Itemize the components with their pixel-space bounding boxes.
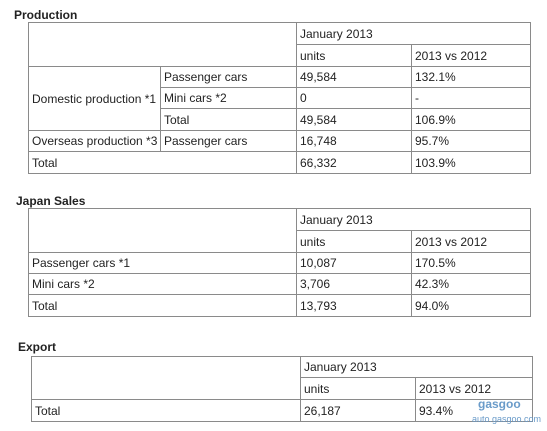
header-cell: January 2013	[295, 208, 532, 231]
cell: 170.5%	[410, 252, 532, 274]
row-label: Total	[28, 294, 297, 317]
cell: 49,584	[296, 66, 412, 88]
cell: 26,187	[300, 399, 416, 422]
blank-cell	[28, 22, 297, 67]
production-table: January 2013 units 2013 vs 2012 Domestic …	[28, 22, 532, 174]
cell: 95.7%	[410, 130, 532, 152]
cell: 13,793	[296, 294, 412, 317]
cell: 94.0%	[410, 294, 532, 317]
watermark-site: auto.gasgoo.com	[472, 414, 542, 424]
row-label: Passenger cars	[160, 66, 297, 88]
header-cell: January 2013	[299, 356, 534, 378]
cell: 0	[296, 87, 412, 109]
row-label: Total	[160, 108, 297, 131]
blank-cell	[31, 356, 301, 400]
row-label: Passenger cars	[160, 130, 297, 152]
cell: 93.4%	[414, 399, 534, 422]
cell: 16,748	[296, 130, 412, 152]
blank-cell	[28, 208, 297, 253]
watermark-brand: gasgoo	[478, 397, 521, 411]
cell: 49,584	[296, 108, 412, 131]
section-title: Export	[18, 340, 57, 354]
row-label: Passenger cars *1	[28, 252, 297, 274]
row-label: Mini cars *2	[160, 87, 297, 109]
cell: 106.9%	[410, 108, 532, 131]
cell: 3,706	[296, 273, 412, 295]
cell: 10,087	[296, 252, 412, 274]
japan-sales-table: January 2013 units 2013 vs 2012 Passenger…	[28, 208, 532, 317]
row-label: Mini cars *2	[28, 273, 297, 295]
cell: -	[410, 87, 532, 109]
header-cell: units	[296, 230, 412, 253]
row-label: Total	[28, 151, 297, 174]
header-cell: January 2013	[295, 22, 532, 45]
cell: 103.9%	[410, 151, 532, 174]
cell: 66,332	[296, 151, 412, 174]
header-cell: units	[296, 44, 412, 67]
header-cell: 2013 vs 2012	[410, 230, 532, 253]
header-cell: units	[300, 377, 416, 400]
cell: 132.1%	[410, 66, 532, 88]
cell: 42.3%	[410, 273, 532, 295]
section-title: Japan Sales	[16, 194, 86, 208]
export-table: January 2013 units 2013 vs 2012 Total 26,1…	[31, 356, 534, 422]
header-cell: 2013 vs 2012	[410, 44, 532, 67]
row-group: Domestic production *1	[28, 66, 161, 131]
row-group: Overseas production *3	[28, 130, 161, 152]
section-title: Production	[14, 8, 78, 22]
row-label: Total	[31, 399, 301, 422]
